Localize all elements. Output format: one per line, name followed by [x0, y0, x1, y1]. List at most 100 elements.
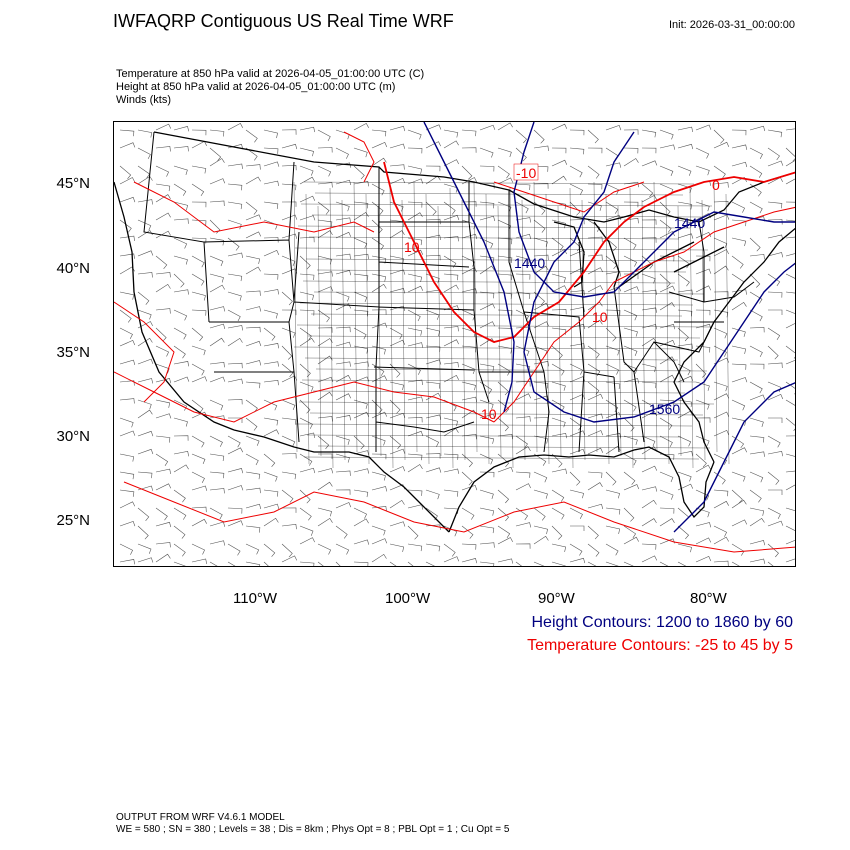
county-line [301, 379, 697, 383]
wind-barb [425, 467, 442, 473]
wind-barb [335, 217, 351, 223]
wind-barb [497, 291, 513, 300]
wind-barb [768, 489, 783, 495]
state-lines [143, 131, 755, 453]
wind-barb [263, 417, 279, 426]
wind-barb [677, 450, 693, 457]
wind-barb [677, 327, 689, 342]
wind-barb [587, 285, 603, 293]
wind-barb [569, 448, 586, 455]
wind-barb [353, 411, 370, 419]
wind-barb [173, 201, 188, 211]
wind-barb [137, 250, 154, 257]
wind-barb [353, 122, 369, 131]
county-line [295, 423, 693, 427]
wind-barb [443, 374, 459, 383]
height-contour-1560 [523, 131, 795, 423]
wind-barb [623, 435, 638, 445]
wind-barb [767, 234, 783, 240]
wind-barb [497, 165, 510, 179]
wind-barb [749, 451, 765, 457]
wind-barb [281, 129, 297, 135]
wind-barb [623, 453, 637, 466]
wind-barb [479, 399, 494, 410]
wind-barb [299, 537, 315, 545]
wind-barb [209, 273, 224, 283]
wind-barb [353, 165, 365, 180]
wind-barb [623, 484, 640, 491]
wind-barb [569, 489, 584, 499]
wind-barb [587, 525, 599, 540]
wind-barb [623, 536, 639, 545]
wind-barb [245, 231, 262, 239]
height-contour-se [673, 382, 795, 533]
wind-barb [443, 236, 459, 242]
wind-barb [263, 471, 278, 482]
wind-barb [227, 325, 243, 331]
wind-barb [407, 363, 421, 375]
wind-barb [515, 543, 531, 549]
pacific-coast [114, 181, 235, 431]
wind-barb [515, 309, 529, 321]
wind-barb [623, 237, 637, 250]
wind-barb [299, 561, 315, 566]
wind-barb [587, 381, 600, 395]
wind-barb [497, 417, 509, 432]
lat-label-40: 40°N [56, 260, 90, 277]
wind-barb [155, 453, 169, 466]
lon-label-100w: 100°W [385, 590, 431, 607]
wind-barb [623, 181, 639, 188]
wind-barb [155, 378, 172, 384]
height-contour-1500 [513, 122, 795, 298]
wind-barb [461, 543, 477, 550]
wind-barb [785, 558, 795, 563]
wind-barb [713, 500, 729, 509]
wind-barb [281, 453, 297, 459]
wind-barb [767, 394, 784, 401]
wind-barb [353, 309, 369, 317]
wind-barb [731, 489, 743, 504]
wind-barb [209, 361, 225, 368]
wind-barb [245, 399, 258, 413]
wind-barb [245, 340, 262, 347]
wind-barb [641, 219, 657, 225]
wind-barb [155, 435, 171, 443]
wind-barb [335, 361, 351, 367]
wind-barb [245, 176, 261, 185]
wind-barb [731, 161, 748, 168]
wind-barb [587, 543, 600, 557]
wind-barb [263, 273, 279, 280]
county-line [413, 181, 418, 453]
county-line [311, 214, 702, 218]
wind-barb [191, 376, 208, 383]
wind-barb [371, 183, 385, 196]
contour-labels: -10 0 10 10 10 1440 1440 1560 [404, 163, 720, 422]
wind-barb [677, 435, 692, 447]
wind-barb [209, 399, 224, 411]
county-line [725, 193, 730, 465]
wind-barb [515, 345, 530, 357]
wind-barb [191, 435, 205, 448]
height-legend: Height Contours: 1200 to 1860 by 60 [531, 614, 793, 631]
wind-barb [335, 374, 351, 383]
wind-barb [263, 361, 279, 367]
wind-barb [785, 178, 795, 185]
wind-barb [227, 219, 242, 230]
wind-barb [461, 147, 477, 153]
lat-label-45: 45°N [56, 175, 90, 192]
wind-barb [659, 144, 676, 150]
wind-barb [281, 233, 298, 239]
wind-barb [119, 340, 136, 347]
wind-barb [209, 521, 226, 527]
wind-barb [299, 176, 315, 185]
wind-barb [767, 471, 780, 485]
wind-barb [263, 453, 276, 467]
wind-barb [353, 147, 368, 158]
wind-barb [641, 543, 657, 550]
wind-barb [641, 446, 657, 455]
wind-barb [659, 231, 675, 239]
map-canvas: -10 0 10 10 10 1440 1440 1560 [114, 122, 795, 566]
wind-barb [407, 285, 424, 293]
wind-barb [443, 489, 459, 497]
wind-barb [551, 489, 565, 502]
